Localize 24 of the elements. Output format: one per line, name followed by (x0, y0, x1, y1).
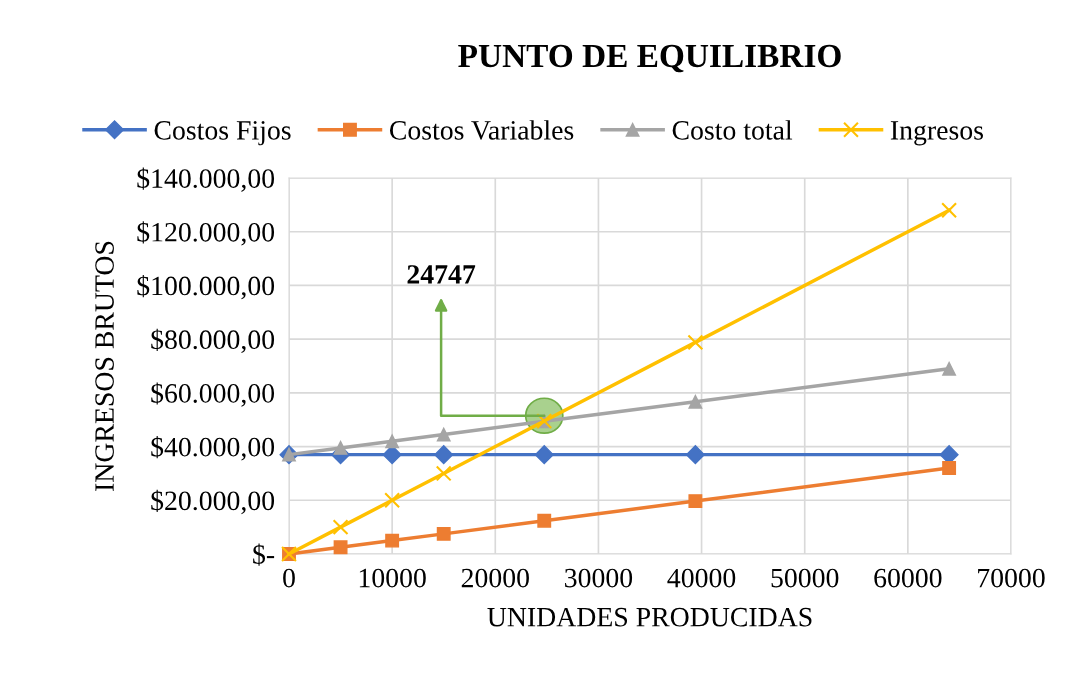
y-tick-label: $- (253, 543, 275, 566)
legend-label: Ingresos (890, 121, 983, 146)
x-tick-label: 10000 (359, 568, 426, 588)
y-tick-label: $140.000,00 (137, 167, 275, 192)
x-tick-label: 60000 (874, 568, 942, 588)
y-tick-label: $60.000,00 (151, 382, 275, 407)
y-tick-label: $20.000,00 (151, 489, 275, 515)
x-tick-label: 20000 (461, 568, 529, 588)
chart-title: PUNTO DE EQUILIBRIO (458, 44, 841, 73)
x-tick-label: 40000 (667, 568, 736, 588)
y-tick-label: $120.000,00 (137, 221, 275, 246)
x-tick-label: 50000 (771, 568, 839, 588)
x-tick-label: 0 (283, 568, 295, 588)
x-axis-title: UNIDADES PRODUCIDAS (487, 607, 812, 627)
legend-label: Costo total (672, 120, 793, 140)
annotation: 24747 (407, 265, 476, 284)
legend-label: Costos Fijos (154, 121, 291, 146)
x-tick-label: 70000 (978, 568, 1045, 588)
y-tick-label: $100.000,00 (137, 274, 275, 300)
x-tick-label: 30000 (565, 568, 633, 588)
y-axis-title: INGRESOS BRUTOS (95, 241, 114, 491)
y-tick-label: $80.000,00 (151, 328, 275, 354)
y-tick-label: $40.000,00 (151, 436, 275, 461)
legend-label: Costos Variables (389, 120, 574, 140)
